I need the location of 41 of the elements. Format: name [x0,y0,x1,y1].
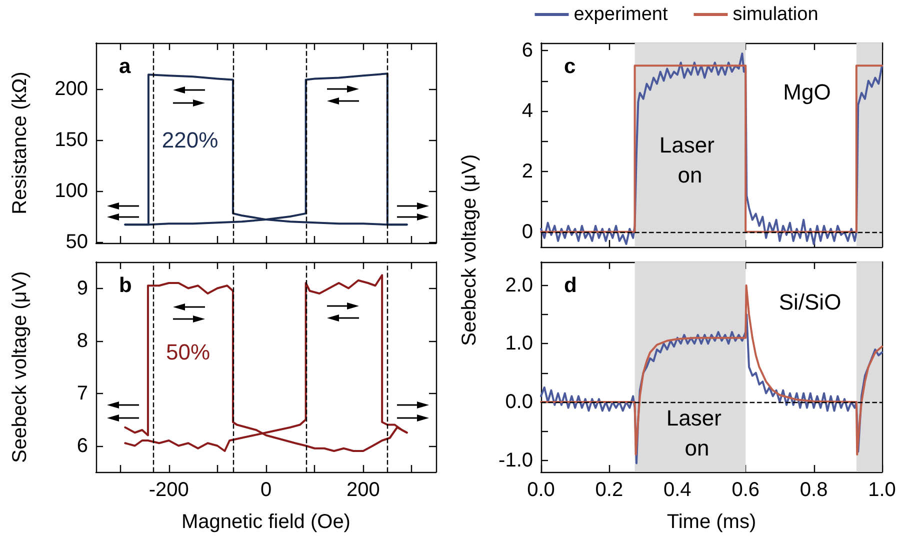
x-tick-label: 0.8 [800,479,828,501]
y-axis-title: Resistance (kΩ) [9,72,31,214]
annotation: 220% [162,128,218,152]
x-tick-label: 1.0 [868,479,896,501]
annotation: Laser on [666,406,728,460]
y-tick-label: 100 [54,180,88,202]
x-axis-title: Time (ms) [666,511,756,533]
text: d [564,274,577,297]
y-axis-title: Seebeck voltage (μV) [458,154,482,346]
x-tick-label: 200 [346,479,380,501]
text: a [119,55,131,78]
text: c [564,55,576,78]
text: b [119,274,132,297]
x-tick-label: 0 [260,479,272,501]
y-tick-label: 2 [522,160,533,182]
x-tick-label: 0.4 [663,479,692,501]
annotation: Laser on [659,132,721,188]
text: Seebeck voltage (μV) [9,271,31,463]
y-tick-label: 9 [76,277,88,300]
y-tick-label: 4 [522,100,533,122]
y-tick-label: -1.0 [498,449,533,472]
x-tick-label: 0.6 [732,479,760,501]
y-tick-label: 150 [54,128,88,151]
y-tick-label: 7 [76,382,88,404]
y-tick-label: 0 [522,220,533,243]
y-tick-label: 50 [66,231,88,253]
legend-label: simulation [732,4,818,25]
x-tick-label: -200 [148,479,189,501]
y-tick-label: 8 [76,330,88,352]
x-tick-label: 0.2 [595,479,624,501]
y-tick-label: 0.0 [505,391,533,413]
legend-label: experiment [574,4,668,25]
annotation: MgO [783,80,831,104]
x-axis-title: Magnetic field (Oe) [182,511,350,533]
annotation: Si/SiO [778,290,842,314]
y-tick-label: 6 [76,434,88,457]
annotation: 50% [166,340,210,364]
y-tick-label: 1.0 [505,332,533,355]
y-tick-label: 2.0 [505,274,533,296]
y-tick-label: 200 [54,78,88,100]
y-tick-label: 6 [522,40,533,62]
